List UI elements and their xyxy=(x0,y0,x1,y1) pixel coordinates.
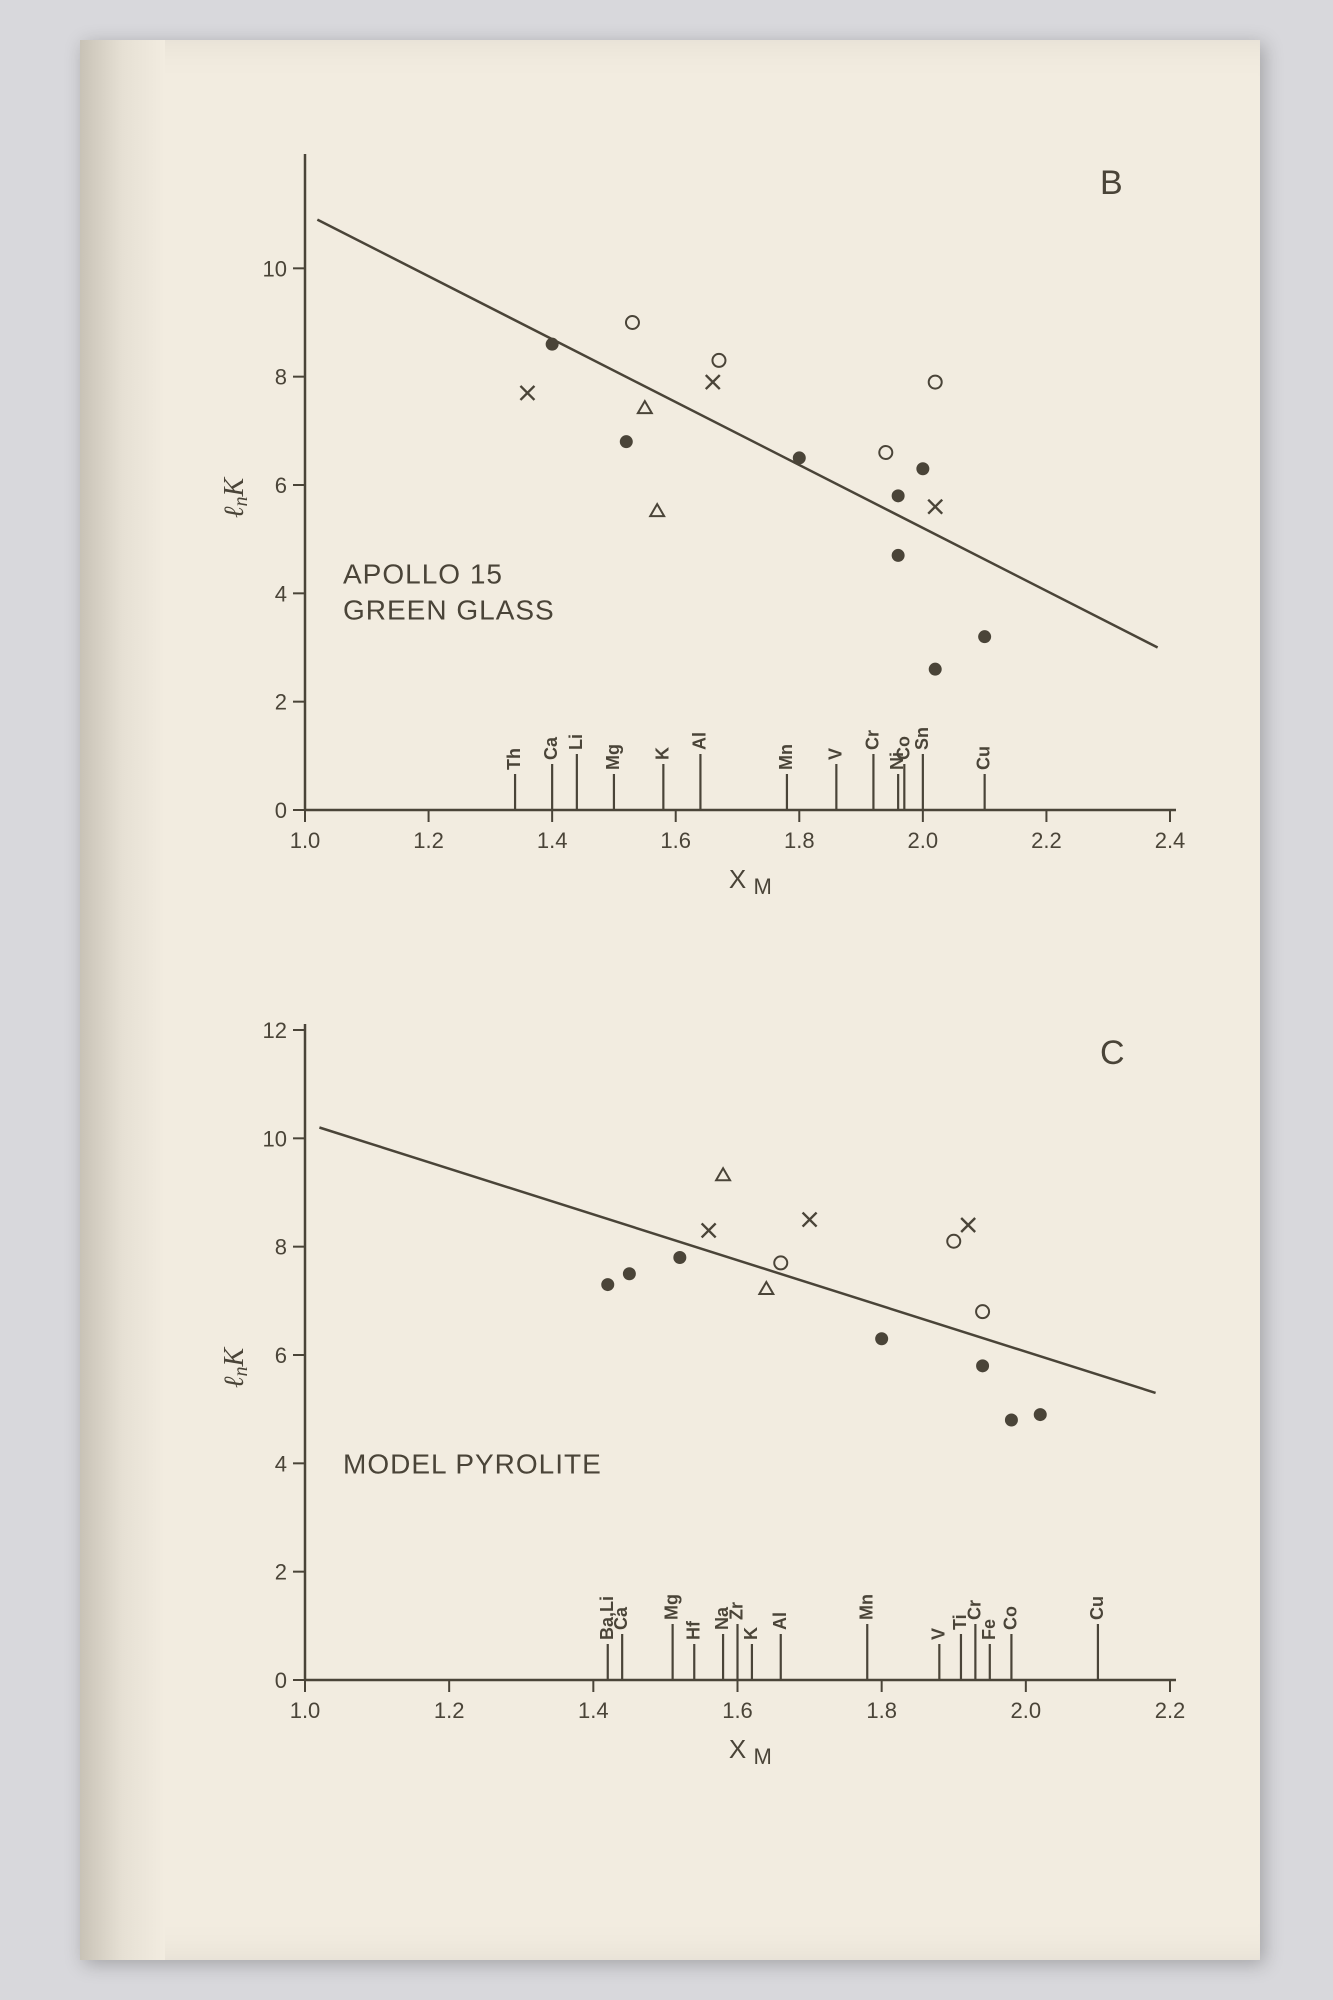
svg-text:GREEN GLASS: GREEN GLASS xyxy=(343,594,555,625)
svg-text:2.2: 2.2 xyxy=(1155,1698,1186,1723)
svg-text:MODEL PYROLITE: MODEL PYROLITE xyxy=(343,1448,602,1479)
svg-text:1.4: 1.4 xyxy=(578,1698,609,1723)
svg-text:4: 4 xyxy=(275,581,287,606)
svg-text:8: 8 xyxy=(275,1235,287,1260)
svg-text:Mg: Mg xyxy=(662,1594,682,1620)
svg-text:X: X xyxy=(729,1734,746,1764)
svg-text:1.4: 1.4 xyxy=(537,828,568,853)
svg-text:K: K xyxy=(652,747,672,760)
svg-text:1.2: 1.2 xyxy=(434,1698,465,1723)
svg-text:K: K xyxy=(741,1627,761,1640)
page-gutter xyxy=(80,40,165,1960)
svg-text:1.2: 1.2 xyxy=(413,828,444,853)
svg-text:Zr: Zr xyxy=(727,1602,747,1620)
svg-text:ℓnK: ℓnK xyxy=(219,477,252,519)
svg-text:Mn: Mn xyxy=(776,744,796,770)
svg-text:M: M xyxy=(754,1744,772,1769)
svg-text:Ca: Ca xyxy=(611,1606,631,1630)
svg-text:Co: Co xyxy=(893,736,913,760)
svg-text:Fe: Fe xyxy=(979,1619,999,1640)
svg-text:M: M xyxy=(754,874,772,899)
svg-text:C: C xyxy=(1100,1034,1125,1072)
svg-text:V: V xyxy=(928,1628,948,1640)
svg-text:10: 10 xyxy=(263,1126,287,1151)
svg-text:APOLLO 15: APOLLO 15 xyxy=(343,558,503,589)
svg-text:0: 0 xyxy=(275,1668,287,1693)
svg-text:V: V xyxy=(825,748,845,760)
svg-text:ℓnK: ℓnK xyxy=(219,1347,252,1389)
svg-text:1.6: 1.6 xyxy=(722,1698,753,1723)
chart-panel-c: 0 2 4 6 8 10 12 1.0 1.2 1.4 1.6 1.8 2.0 2.2 XMℓnK C MODE… xyxy=(210,1000,1210,1800)
svg-text:B: B xyxy=(1100,164,1123,202)
svg-text:1.0: 1.0 xyxy=(290,1698,321,1723)
svg-text:1.8: 1.8 xyxy=(784,828,815,853)
svg-text:0: 0 xyxy=(275,798,287,823)
svg-text:Al: Al xyxy=(689,732,709,750)
svg-text:2: 2 xyxy=(275,690,287,715)
svg-text:6: 6 xyxy=(275,473,287,498)
svg-text:Al: Al xyxy=(770,1612,790,1630)
svg-text:8: 8 xyxy=(275,365,287,390)
svg-text:Hf: Hf xyxy=(683,1620,703,1640)
svg-text:Sn: Sn xyxy=(912,727,932,750)
photo-frame: 02468101.01.21.41.61.82.02.22.4XMℓnKBAPO… xyxy=(0,0,1333,2000)
svg-text:Th: Th xyxy=(504,748,524,770)
chart-panel-b: 0 2 4 6 8 10 1.0 1.2 1.4 1.6 1.8 2.0 2.2 2.4 XMℓnK B APO… xyxy=(210,130,1210,930)
svg-text:Cr: Cr xyxy=(862,730,882,750)
svg-text:Mg: Mg xyxy=(603,744,623,770)
svg-text:Ca: Ca xyxy=(541,736,561,760)
book-page: 02468101.01.21.41.61.82.02.22.4XMℓnKBAPO… xyxy=(80,40,1260,1960)
svg-text:Li: Li xyxy=(566,734,586,750)
svg-text:2.2: 2.2 xyxy=(1031,828,1062,853)
svg-text:2.0: 2.0 xyxy=(1011,1698,1042,1723)
svg-text:Cu: Cu xyxy=(974,746,994,770)
svg-text:10: 10 xyxy=(263,256,287,281)
svg-text:Cr: Cr xyxy=(964,1600,984,1620)
svg-text:Cu: Cu xyxy=(1087,1596,1107,1620)
svg-text:X: X xyxy=(729,864,746,894)
svg-text:4: 4 xyxy=(275,1451,287,1476)
svg-text:2: 2 xyxy=(275,1560,287,1585)
svg-text:2.0: 2.0 xyxy=(908,828,939,853)
svg-text:12: 12 xyxy=(263,1018,287,1043)
svg-text:Mn: Mn xyxy=(856,1594,876,1620)
svg-text:2.4: 2.4 xyxy=(1155,828,1186,853)
svg-text:1.6: 1.6 xyxy=(660,828,691,853)
svg-text:1.0: 1.0 xyxy=(290,828,321,853)
svg-text:Co: Co xyxy=(1000,1606,1020,1630)
svg-text:1.8: 1.8 xyxy=(866,1698,897,1723)
svg-text:6: 6 xyxy=(275,1343,287,1368)
